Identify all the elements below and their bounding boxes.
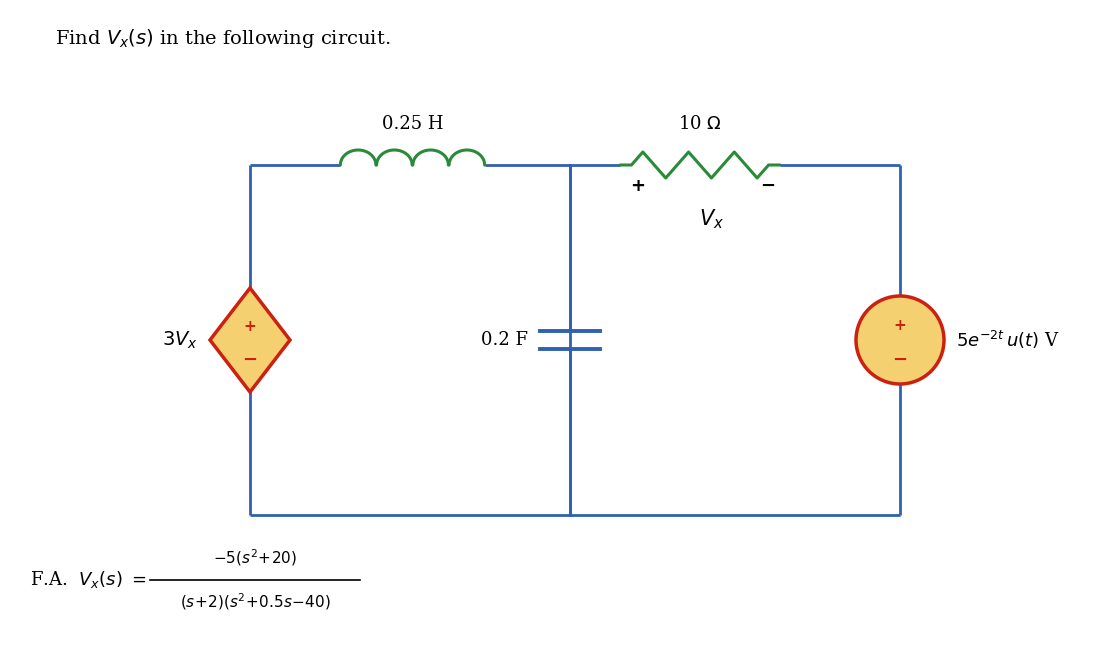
Text: $V_x$: $V_x$ [699,207,725,231]
Text: 0.25 H: 0.25 H [382,115,443,133]
Text: −: − [760,177,775,195]
Text: +: + [893,317,907,332]
Text: $-5(s^2\!+\!20)$: $-5(s^2\!+\!20)$ [213,548,297,569]
Circle shape [856,296,944,384]
Text: $5e^{-2t}\,u(t)$ V: $5e^{-2t}\,u(t)$ V [956,329,1060,351]
Polygon shape [210,288,290,392]
Text: F.A.  $V_x(s)\ =\ $: F.A. $V_x(s)\ =\ $ [30,569,147,591]
Text: Find $V_x(s)$ in the following circuit.: Find $V_x(s)$ in the following circuit. [55,27,390,50]
Text: 10 $\Omega$: 10 $\Omega$ [678,115,721,133]
Text: −: − [243,351,258,369]
Text: −: − [892,351,908,369]
Text: $3V_x$: $3V_x$ [162,329,199,350]
Text: $(s\!+\!2)(s^2\!+\!0.5s\!-\!40)$: $(s\!+\!2)(s^2\!+\!0.5s\!-\!40)$ [180,592,331,612]
Text: +: + [631,177,645,195]
Text: +: + [244,319,256,334]
Text: 0.2 F: 0.2 F [481,331,528,349]
